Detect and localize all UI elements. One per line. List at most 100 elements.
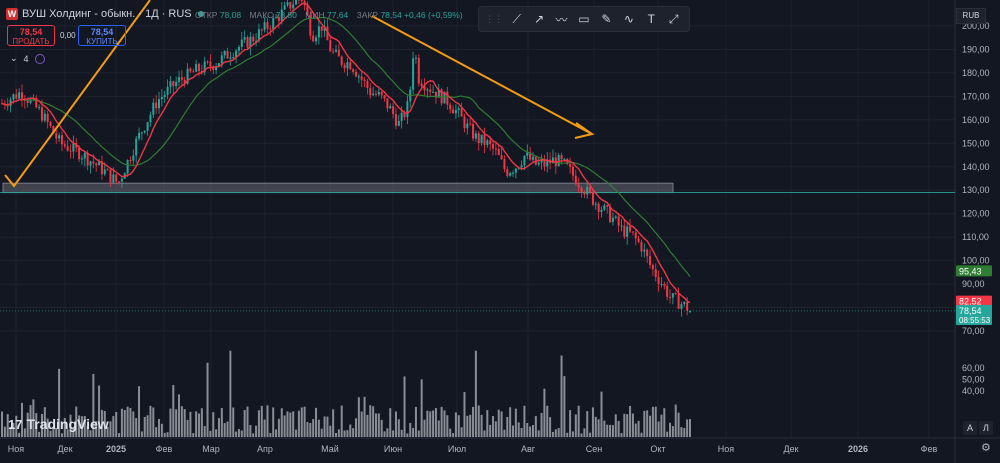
sell-button[interactable]: 78,54 ПРОДАТЬ bbox=[7, 25, 55, 46]
symbol-header[interactable]: W ВУШ Холдинг - обыкн. · 1Д · RUS bbox=[6, 8, 206, 20]
volume-bar bbox=[129, 407, 132, 437]
price-tick-label: 100,00 bbox=[962, 256, 990, 266]
price-tick-label: 170,00 bbox=[962, 91, 990, 101]
candle-body bbox=[249, 36, 252, 48]
buy-button[interactable]: 78,54 КУПИТЬ bbox=[78, 25, 126, 46]
price-tick-label: 200,00 bbox=[962, 21, 990, 31]
price-tick-label: 150,00 bbox=[962, 138, 990, 148]
time-tick-label: 2026 bbox=[848, 444, 868, 454]
candle-body bbox=[446, 91, 449, 105]
volume-bar bbox=[469, 414, 472, 437]
volume-bar bbox=[309, 423, 312, 437]
volume-bar bbox=[506, 417, 509, 437]
candle-body bbox=[426, 89, 429, 91]
candle-body bbox=[472, 123, 475, 139]
volume-bar bbox=[269, 432, 272, 437]
volume-bar bbox=[457, 415, 460, 437]
candle-body bbox=[466, 123, 469, 129]
candle-body bbox=[554, 157, 557, 167]
ray-icon[interactable]: ↗ bbox=[534, 12, 545, 26]
candle-body bbox=[275, 17, 278, 19]
volume-bar bbox=[215, 429, 218, 437]
volume-bar bbox=[289, 412, 292, 437]
volume-bar bbox=[377, 413, 380, 437]
volume-bar bbox=[483, 430, 486, 437]
drawing-toolbar: ⋮⋮ ⟋ ↗ 〰 ▭ ✎ ∿ T ⤢ bbox=[478, 6, 690, 32]
candle-body bbox=[600, 209, 603, 212]
ohlc-readout: ОТКР 78,08 МАКС 78,80 МИН 77,64 ЗАКР 78,… bbox=[195, 10, 463, 20]
volume-bar bbox=[229, 350, 232, 437]
currency-selector[interactable]: RUB bbox=[956, 8, 986, 24]
volume-bar bbox=[569, 410, 572, 437]
curve-icon[interactable]: ∿ bbox=[623, 12, 634, 26]
gear-icon[interactable]: ⚙ bbox=[981, 442, 991, 454]
candle-body bbox=[220, 55, 223, 64]
volume-bar bbox=[9, 426, 12, 437]
rectangle-icon[interactable]: ▭ bbox=[578, 12, 590, 26]
candle-body bbox=[26, 100, 29, 103]
candle-body bbox=[463, 116, 466, 129]
candle-body bbox=[46, 113, 49, 123]
arrow-head-icon bbox=[574, 122, 595, 139]
volume-bar bbox=[429, 411, 432, 437]
time-tick-label: Ноя bbox=[8, 444, 25, 454]
candle-body bbox=[620, 225, 623, 227]
candle-body bbox=[335, 49, 338, 52]
indicators-toggle[interactable]: ⌄ 4 bbox=[10, 53, 45, 64]
volume-bar bbox=[494, 421, 497, 437]
candle-body bbox=[594, 203, 597, 205]
candle-body bbox=[38, 107, 41, 109]
polyline-icon[interactable]: 〰 bbox=[555, 12, 568, 27]
candle-body bbox=[531, 156, 534, 160]
candle-body bbox=[146, 122, 149, 131]
volume-bar bbox=[166, 432, 169, 437]
volume-bar bbox=[517, 422, 520, 437]
volume-bar bbox=[315, 407, 318, 437]
candle-body bbox=[434, 91, 437, 98]
candle-body bbox=[586, 186, 589, 195]
candle-body bbox=[566, 158, 569, 165]
trendline-icon[interactable]: ⟋ bbox=[512, 11, 521, 26]
candle-body bbox=[183, 79, 186, 84]
candle-body bbox=[18, 92, 21, 99]
price-tick-label: 190,00 bbox=[962, 44, 990, 54]
volume-bar bbox=[503, 429, 506, 437]
candle-body bbox=[257, 29, 260, 41]
volume-bar bbox=[609, 424, 612, 437]
candle-body bbox=[306, 5, 309, 16]
candle-body bbox=[352, 69, 355, 72]
drag-handle-icon[interactable]: ⋮⋮ bbox=[485, 13, 504, 24]
measure-icon[interactable]: ⤢ bbox=[668, 11, 679, 26]
candle-body bbox=[72, 143, 75, 152]
volume-bar bbox=[232, 407, 235, 437]
volume-bar bbox=[660, 414, 663, 437]
candle-body bbox=[614, 216, 617, 218]
volume-bar bbox=[406, 433, 409, 437]
candle-body bbox=[237, 46, 240, 51]
volume-bar bbox=[620, 433, 623, 437]
candle-body bbox=[337, 49, 340, 57]
candle-body bbox=[292, 4, 295, 9]
volume-bar bbox=[606, 424, 609, 437]
brush-icon[interactable]: ✎ bbox=[601, 12, 612, 26]
volume-bar bbox=[332, 409, 335, 437]
price-label-box bbox=[956, 304, 992, 325]
volume-bar bbox=[689, 419, 691, 437]
volume-bar bbox=[138, 386, 141, 437]
indicator-settings-icon[interactable] bbox=[34, 53, 45, 64]
volume-bar bbox=[540, 412, 543, 437]
candle-body bbox=[326, 26, 329, 41]
text-icon[interactable]: T bbox=[647, 12, 655, 26]
volume-bar bbox=[257, 410, 260, 437]
log-scale-button[interactable]: Л bbox=[979, 421, 993, 435]
candle-body bbox=[200, 70, 203, 73]
auto-scale-button[interactable]: A bbox=[963, 421, 977, 435]
price-label-box bbox=[956, 295, 992, 307]
candle-body bbox=[354, 71, 357, 77]
candle-body bbox=[89, 161, 92, 166]
volume-bar bbox=[671, 426, 674, 437]
candle-body bbox=[386, 98, 389, 109]
volume-bar bbox=[486, 410, 489, 437]
volume-bar bbox=[531, 425, 534, 437]
